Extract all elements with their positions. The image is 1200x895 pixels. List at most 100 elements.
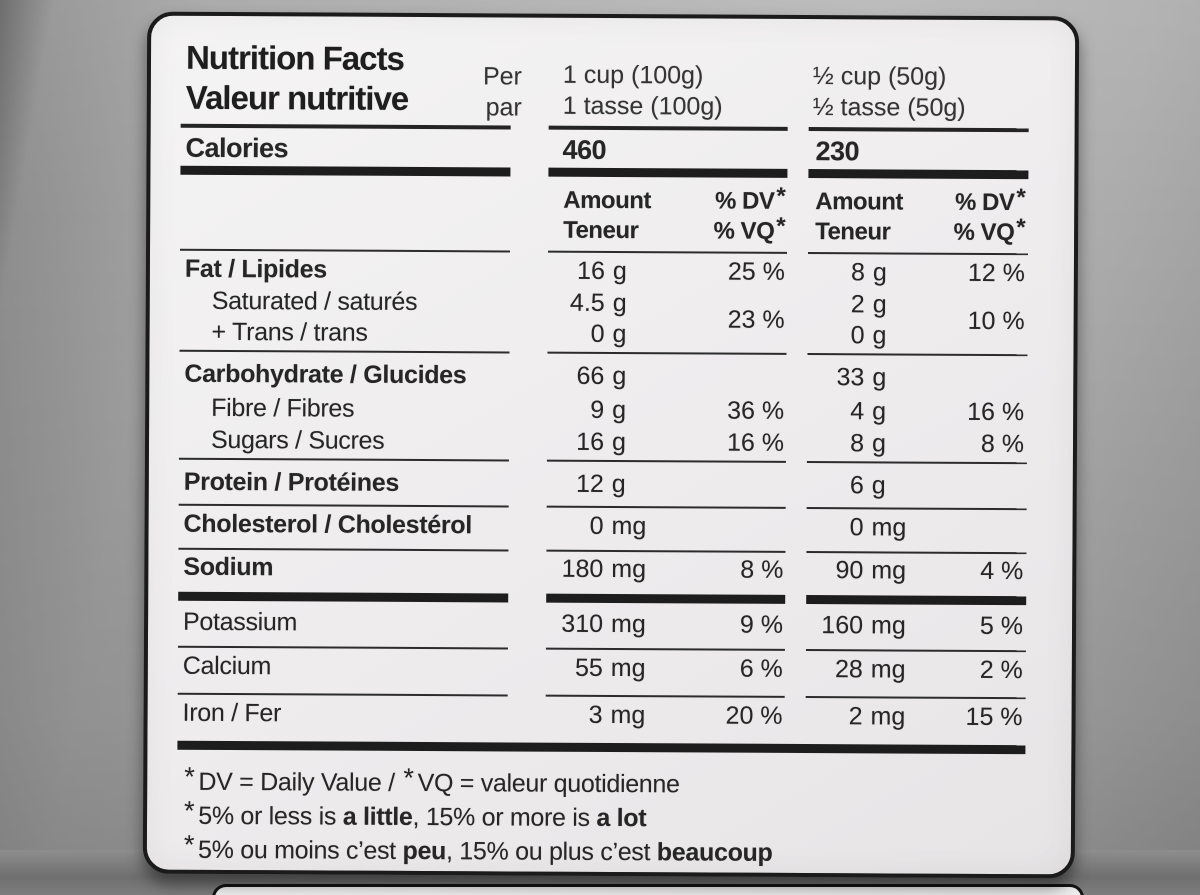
divider-potassium-name xyxy=(177,645,508,650)
row-sodium-dv1: 8 % xyxy=(740,555,784,584)
row-fibre-dv1: 36 % xyxy=(727,396,785,425)
per-label-en: Per xyxy=(482,62,523,91)
divider-header-name xyxy=(180,123,511,130)
asterisk-icon: * xyxy=(184,795,195,826)
row-potassium-name: Potassium xyxy=(182,607,298,637)
row-potassium-amount1: 310 xyxy=(561,609,604,638)
row-saturated-name: Saturated / saturés xyxy=(211,286,418,316)
row-sodium-amount2: 90 xyxy=(835,556,864,585)
asterisk-icon: * xyxy=(183,829,195,860)
asterisk-icon: * xyxy=(403,762,414,793)
asterisk-icon: * xyxy=(776,212,786,240)
divider-header-col2 xyxy=(808,127,1029,133)
row-saturated-unit2: g xyxy=(872,290,887,319)
bar-calories-name xyxy=(180,165,511,177)
dv-header-en-col2: % DV* xyxy=(955,184,1026,217)
row-sat-trans-dv2: 10 % xyxy=(967,306,1025,336)
row-sugars-amount2: 8 xyxy=(850,429,865,458)
asterisk-icon: * xyxy=(1016,214,1026,242)
divider-protein-name xyxy=(178,503,509,508)
amount-header-fr-col1: Teneur xyxy=(563,216,639,245)
row-sugars-name: Sugars / Sucres xyxy=(210,425,385,455)
calories-label: Calories xyxy=(185,132,289,164)
divider-colheader-col2 xyxy=(808,252,1029,256)
divider-calcium-col1 xyxy=(545,694,785,698)
title-en: Nutrition Facts xyxy=(185,38,404,77)
row-carb-unit2: g xyxy=(872,363,887,392)
divider-colheader-col1 xyxy=(548,250,788,254)
divider-carb-col1 xyxy=(546,459,786,463)
divider-fat-name xyxy=(179,349,510,354)
row-potassium-unit2: mg xyxy=(870,611,906,640)
divider-cholesterol-col1 xyxy=(546,549,786,553)
row-calcium-name: Calcium xyxy=(182,651,272,681)
calories-col1: 460 xyxy=(562,134,607,165)
row-iron-unit2: mg xyxy=(870,702,906,731)
row-carb-amount2: 33 xyxy=(836,363,865,392)
divider-fat-col2 xyxy=(807,353,1028,357)
divider-protein-col2 xyxy=(806,507,1027,511)
row-cholesterol-unit1: mg xyxy=(611,512,647,541)
bar-sodium-name xyxy=(178,591,509,603)
dv-header-fr-col2: % VQ* xyxy=(953,214,1026,247)
amount-header-en-col1: Amount xyxy=(563,186,652,215)
row-iron-dv1: 20 % xyxy=(725,701,783,730)
row-fat-amount1: 16 xyxy=(577,256,605,285)
row-trans-unit2: g xyxy=(872,321,887,350)
row-calcium-amount1: 55 xyxy=(574,653,603,682)
row-sodium-dv2: 4 % xyxy=(980,556,1024,586)
row-iron-amount1: 3 xyxy=(588,700,603,729)
row-calcium-dv1: 6 % xyxy=(739,654,783,683)
serving1-fr: 1 tasse (100g) xyxy=(562,91,723,121)
row-protein-unit1: g xyxy=(611,470,626,499)
asterisk-icon: * xyxy=(184,761,195,792)
bar-sodium-col2 xyxy=(806,595,1027,606)
bar-calories-col2 xyxy=(808,169,1029,180)
divider-carb-col2 xyxy=(806,461,1027,465)
row-sodium-unit2: mg xyxy=(871,556,907,585)
divider-cholesterol-name xyxy=(178,547,509,552)
row-calcium-dv2: 2 % xyxy=(979,655,1023,685)
row-trans-name: + Trans / trans xyxy=(211,317,368,347)
footnote-fr: * 5% ou moins c’est peu, 15% ou plus c’es… xyxy=(183,829,773,867)
dv-header-en-col1: % DV* xyxy=(715,182,786,215)
footnote-en: * 5% or less is a little, 15% or more is … xyxy=(184,795,647,833)
divider-calcium-col2 xyxy=(805,696,1026,700)
adjacent-label-edge xyxy=(212,884,1084,895)
row-sugars-unit1: g xyxy=(611,428,626,457)
row-protein-unit2: g xyxy=(871,471,886,500)
row-trans-amount1: 0 xyxy=(590,319,605,348)
row-carb-amount1: 66 xyxy=(576,361,605,390)
asterisk-icon: * xyxy=(776,182,786,210)
row-fibre-name: Fibre / Fibres xyxy=(211,393,355,423)
serving1-en: 1 cup (100g) xyxy=(562,60,704,90)
divider-header-col1 xyxy=(548,125,788,131)
bar-calories-col1 xyxy=(548,167,788,178)
row-potassium-dv1: 9 % xyxy=(739,610,784,639)
row-trans-unit1: g xyxy=(612,320,627,349)
row-fat-unit2: g xyxy=(872,258,887,287)
row-protein-name: Protein / Protéines xyxy=(183,467,400,497)
row-potassium-amount2: 160 xyxy=(821,611,864,640)
title-fr: Valeur nutritive xyxy=(185,78,409,117)
row-cholesterol-amount1: 0 xyxy=(589,511,604,540)
serving2-en: ½ cup (50g) xyxy=(812,62,947,91)
row-fibre-dv2: 16 % xyxy=(967,397,1025,427)
asterisk-icon: * xyxy=(1016,184,1026,212)
row-saturated-amount2: 2 xyxy=(850,290,865,319)
row-iron-dv2: 15 % xyxy=(965,702,1023,732)
row-calcium-unit2: mg xyxy=(870,655,906,684)
dv-header-fr-col1: % VQ* xyxy=(713,212,786,245)
divider-protein-col1 xyxy=(546,505,786,509)
row-potassium-dv2: 5 % xyxy=(979,611,1024,641)
row-saturated-unit1: g xyxy=(612,289,627,318)
row-fat-dv1: 25 % xyxy=(727,257,785,286)
row-calcium-unit1: mg xyxy=(610,654,646,683)
row-fibre-amount1: 9 xyxy=(590,395,605,424)
row-carb-name: Carbohydrate / Glucides xyxy=(184,359,467,390)
row-saturated-amount1: 4.5 xyxy=(569,288,605,317)
row-fibre-unit1: g xyxy=(612,396,627,425)
row-sat-trans-dv1: 23 % xyxy=(727,305,785,334)
row-protein-amount2: 6 xyxy=(849,471,864,500)
